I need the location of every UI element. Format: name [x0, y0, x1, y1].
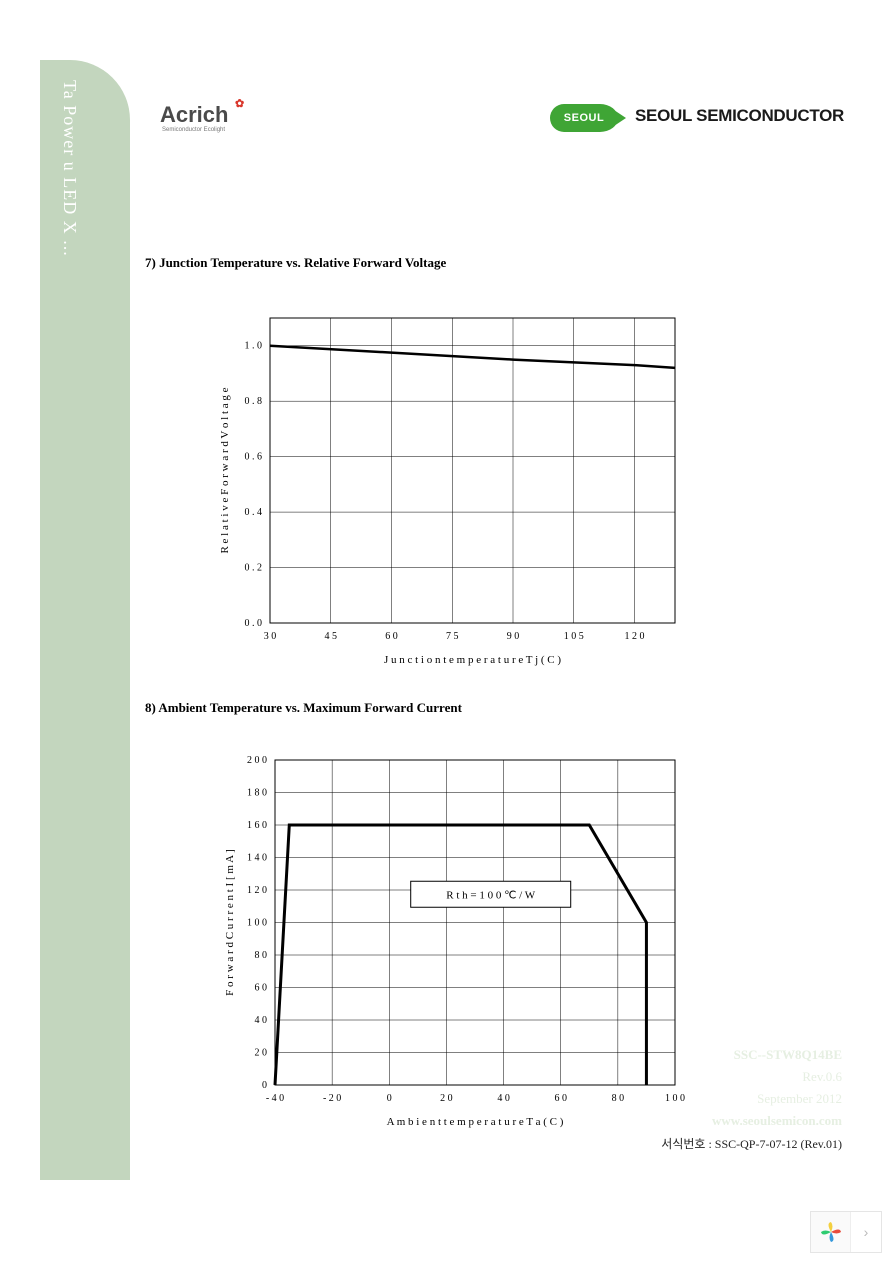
svg-text:2 0: 2 0	[440, 1093, 453, 1104]
chart8-title: 8) Ambient Temperature vs. Maximum Forwa…	[145, 700, 462, 716]
seoul-badge: SEOUL	[550, 104, 618, 132]
sidebar-panel: Ta Power u LED X ...	[40, 60, 130, 1180]
svg-text:4 0: 4 0	[255, 1015, 268, 1026]
sidebar-text: Ta Power u LED X ...	[50, 80, 80, 257]
svg-text:1 . 0: 1 . 0	[245, 341, 263, 352]
svg-text:1 2 0: 1 2 0	[625, 631, 645, 642]
svg-text:R t h = 1 0 0 ℃ /: R t h = 1 0 0 ℃ / W	[446, 889, 536, 901]
svg-text:8 0: 8 0	[612, 1093, 625, 1104]
chart7: 3 0 4 5 6 0 7 5 9 0 1 0 5 1 2 0 0 . 0 0 . 2 0 . 4…	[195, 298, 695, 678]
chevron-right-icon: ›	[864, 1224, 869, 1240]
svg-text:0 . 8: 0 . 8	[245, 396, 263, 407]
footer: SSC--STW8Q14BE Rev.0.6 September 2012 ww…	[661, 1047, 842, 1152]
svg-text:0 . 6: 0 . 6	[245, 452, 263, 463]
svg-text:6 0: 6 0	[554, 1093, 567, 1104]
seoul-badge-text: SEOUL	[564, 112, 604, 124]
svg-text:J u n c t i o n t e m p e r: J u n c t i o n t e m p e r a t u r e T …	[384, 654, 561, 666]
widget-next-button[interactable]: ›	[851, 1212, 881, 1252]
svg-text:0 . 2: 0 . 2	[245, 563, 263, 574]
svg-text:2 0 0: 2 0 0	[247, 755, 267, 766]
seoul-badge-arrow-icon	[614, 110, 626, 126]
footer-docnum: 서식번호 : SSC-QP-7-07-12 (Rev.01)	[661, 1135, 842, 1152]
svg-text:0: 0	[387, 1093, 392, 1104]
acrich-logo: Acrich ✿	[160, 102, 228, 128]
page: Ta Power u LED X ... Acrich ✿ Semiconduc…	[40, 60, 850, 1180]
svg-text:0 . 4: 0 . 4	[245, 507, 263, 518]
svg-text:3 0: 3 0	[264, 631, 277, 642]
chart7-title: 7) Junction Temperature vs. Relative For…	[145, 255, 446, 271]
acrich-flower-icon: ✿	[235, 97, 244, 110]
bottom-widget: ›	[810, 1211, 882, 1253]
svg-text:9 0: 9 0	[507, 631, 520, 642]
footer-date: September 2012	[661, 1091, 842, 1107]
acrich-subtitle: Semiconductor Ecolight	[162, 127, 225, 133]
footer-rev: Rev.0.6	[661, 1069, 842, 1085]
svg-text:1 2 0: 1 2 0	[247, 885, 267, 896]
footer-url: www.seoulsemicon.com	[661, 1113, 842, 1129]
seoul-semiconductor-label: SEOUL SEMICONDUCTOR	[635, 106, 844, 126]
svg-text:4 0: 4 0	[497, 1093, 510, 1104]
svg-text:1 6 0: 1 6 0	[247, 820, 267, 831]
svg-text:1 8 0: 1 8 0	[247, 788, 267, 799]
svg-text:F o r w a r d C u r r e n t: F o r w a r d C u r r e n t I [ m A ]	[224, 849, 236, 996]
svg-text:4 5: 4 5	[325, 631, 338, 642]
svg-text:0: 0	[262, 1080, 267, 1091]
svg-text:7 5: 7 5	[446, 631, 459, 642]
svg-text:- 4 0: - 4 0	[266, 1093, 284, 1104]
svg-text:R e l a t i v e F o r w a r: R e l a t i v e F o r w a r d V o l t a …	[219, 387, 231, 553]
acrich-logo-text: Acrich	[160, 102, 228, 127]
svg-text:1 0 0: 1 0 0	[247, 918, 267, 929]
widget-pinwheel-icon[interactable]	[811, 1212, 851, 1252]
footer-product: SSC--STW8Q14BE	[661, 1047, 842, 1063]
svg-text:1 0 5: 1 0 5	[564, 631, 584, 642]
svg-text:8 0: 8 0	[255, 950, 268, 961]
svg-text:A m b i e n t t e m p e r a: A m b i e n t t e m p e r a t u r e T a …	[387, 1116, 564, 1128]
svg-text:0 . 0: 0 . 0	[245, 618, 263, 629]
svg-text:2 0: 2 0	[255, 1048, 268, 1059]
svg-text:- 2 0: - 2 0	[323, 1093, 341, 1104]
chart8: - 4 0 - 2 0 0 2 0 4 0 6 0 8 0 1 0 0 0 2 0 4 0 6 0 8 …	[195, 740, 695, 1140]
svg-text:6 0: 6 0	[385, 631, 398, 642]
svg-text:6 0: 6 0	[255, 983, 268, 994]
svg-text:1 4 0: 1 4 0	[247, 853, 267, 864]
